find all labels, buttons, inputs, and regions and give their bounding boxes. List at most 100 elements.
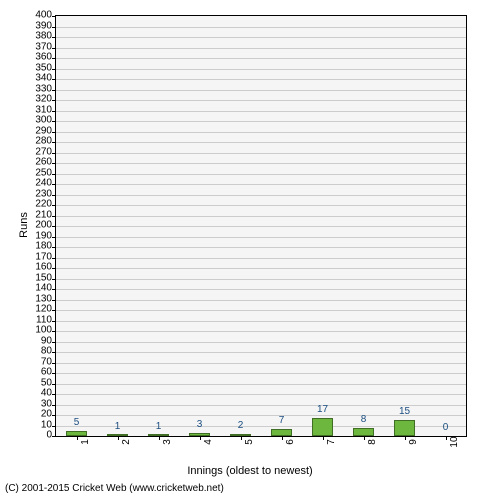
ytick-label: 20: [41, 409, 52, 420]
gridline: [56, 37, 466, 38]
y-axis-label: Runs: [18, 212, 30, 238]
ytick-label: 350: [35, 62, 52, 73]
gridline: [56, 132, 466, 133]
ytick-mark: [52, 373, 56, 374]
ytick-label: 290: [35, 125, 52, 136]
ytick-mark: [52, 436, 56, 437]
xtick-label: 3: [162, 439, 173, 445]
ytick-mark: [52, 195, 56, 196]
ytick-mark: [52, 69, 56, 70]
ytick-label: 60: [41, 367, 52, 378]
bar-value-label: 0: [443, 422, 449, 433]
ytick-label: 210: [35, 209, 52, 220]
ytick-mark: [52, 58, 56, 59]
ytick-label: 320: [35, 94, 52, 105]
bar-value-label: 1: [115, 421, 121, 432]
gridline: [56, 79, 466, 80]
ytick-mark: [52, 415, 56, 416]
ytick-mark: [52, 90, 56, 91]
ytick-mark: [52, 300, 56, 301]
xtick-mark: [118, 436, 119, 440]
ytick-label: 310: [35, 104, 52, 115]
gridline: [56, 205, 466, 206]
gridline: [56, 58, 466, 59]
gridline: [56, 237, 466, 238]
ytick-label: 340: [35, 73, 52, 84]
bar: [312, 418, 333, 436]
gridline: [56, 27, 466, 28]
gridline: [56, 195, 466, 196]
gridline: [56, 121, 466, 122]
gridline: [56, 153, 466, 154]
gridline: [56, 373, 466, 374]
xtick-label: 8: [367, 439, 378, 445]
gridline: [56, 300, 466, 301]
ytick-label: 360: [35, 52, 52, 63]
ytick-label: 390: [35, 20, 52, 31]
ytick-label: 230: [35, 188, 52, 199]
ytick-mark: [52, 163, 56, 164]
xtick-mark: [159, 436, 160, 440]
gridline: [56, 279, 466, 280]
gridline: [56, 258, 466, 259]
ytick-mark: [52, 237, 56, 238]
gridline: [56, 247, 466, 248]
ytick-label: 270: [35, 146, 52, 157]
ytick-label: 160: [35, 262, 52, 273]
ytick-label: 90: [41, 335, 52, 346]
chart-container: 511327178150 Runs Innings (oldest to new…: [0, 0, 500, 500]
gridline: [56, 142, 466, 143]
ytick-label: 380: [35, 31, 52, 42]
ytick-label: 150: [35, 272, 52, 283]
xtick-label: 9: [408, 439, 419, 445]
ytick-label: 80: [41, 346, 52, 357]
ytick-label: 200: [35, 220, 52, 231]
ytick-label: 300: [35, 115, 52, 126]
gridline: [56, 48, 466, 49]
ytick-mark: [52, 142, 56, 143]
xtick-mark: [200, 436, 201, 440]
bar: [271, 429, 292, 436]
ytick-mark: [52, 289, 56, 290]
ytick-label: 240: [35, 178, 52, 189]
copyright-text: (C) 2001-2015 Cricket Web (www.cricketwe…: [5, 483, 224, 494]
ytick-label: 330: [35, 83, 52, 94]
ytick-label: 0: [46, 430, 52, 441]
ytick-label: 30: [41, 398, 52, 409]
ytick-mark: [52, 394, 56, 395]
xtick-mark: [241, 436, 242, 440]
bar-value-label: 8: [361, 414, 367, 425]
ytick-label: 120: [35, 304, 52, 315]
ytick-mark: [52, 342, 56, 343]
bar: [353, 428, 374, 436]
xtick-label: 10: [449, 436, 460, 447]
gridline: [56, 111, 466, 112]
gridline: [56, 216, 466, 217]
ytick-mark: [52, 153, 56, 154]
ytick-label: 220: [35, 199, 52, 210]
gridline: [56, 394, 466, 395]
ytick-label: 170: [35, 251, 52, 262]
ytick-mark: [52, 247, 56, 248]
bar-value-label: 3: [197, 419, 203, 430]
ytick-label: 140: [35, 283, 52, 294]
ytick-mark: [52, 174, 56, 175]
gridline: [56, 268, 466, 269]
gridline: [56, 184, 466, 185]
ytick-mark: [52, 426, 56, 427]
ytick-label: 370: [35, 41, 52, 52]
ytick-label: 110: [36, 314, 52, 325]
xtick-label: 2: [121, 439, 132, 445]
bar-value-label: 7: [279, 415, 285, 426]
ytick-label: 10: [41, 419, 52, 430]
ytick-mark: [52, 100, 56, 101]
xtick-mark: [77, 436, 78, 440]
ytick-label: 40: [41, 388, 52, 399]
gridline: [56, 174, 466, 175]
xtick-mark: [282, 436, 283, 440]
ytick-mark: [52, 279, 56, 280]
xtick-label: 7: [326, 439, 337, 445]
gridline: [56, 69, 466, 70]
xtick-label: 4: [203, 439, 214, 445]
ytick-mark: [52, 111, 56, 112]
